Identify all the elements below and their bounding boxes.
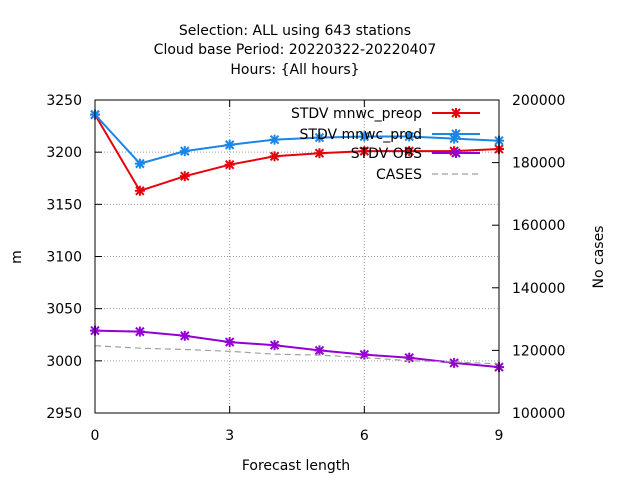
- series-line: [94, 114, 500, 192]
- legend-entry-stdv-mnwc-prod: STDV mnwc_prod: [300, 127, 480, 143]
- y-tick-label: 3000: [46, 354, 82, 370]
- data-point: [179, 330, 190, 341]
- legend-marker: [451, 129, 461, 139]
- data-point: [314, 148, 325, 159]
- data-point: [134, 185, 145, 196]
- data-point: [404, 131, 415, 142]
- series-line: [94, 345, 500, 365]
- data-point: [224, 337, 235, 348]
- grid: [95, 100, 499, 413]
- title-line-2: Cloud base Period: 20220322-20220407: [154, 42, 437, 58]
- series-layer: [90, 109, 504, 373]
- y2-tick-label: 200000: [512, 93, 565, 109]
- axes: 2950 3000 3050 3100 3150 3200 3250 0 3 6 9 100000 12…: [46, 93, 565, 444]
- data-point: [134, 158, 145, 169]
- series-stdv-obs: [90, 325, 504, 373]
- data-point: [179, 146, 190, 157]
- y-tick-label: 3200: [46, 145, 82, 161]
- series-line: [94, 329, 500, 369]
- data-point: [179, 171, 190, 182]
- legend-entry-cases: CASES: [376, 167, 480, 183]
- legend: STDV mnwc_preop STDV mnwc_prod STDV OBS CAS…: [291, 106, 480, 183]
- data-point: [359, 131, 370, 142]
- data-point: [314, 132, 325, 143]
- legend-label: STDV mnwc_preop: [291, 106, 422, 122]
- y-axis-label: m: [9, 250, 25, 264]
- legend-label: CASES: [376, 167, 422, 183]
- data-point: [314, 345, 325, 356]
- y-tick-label: 3150: [46, 197, 82, 213]
- y-tick-label: 3050: [46, 302, 82, 318]
- legend-marker: [451, 108, 461, 118]
- legend-label: STDV mnwc_prod: [300, 127, 422, 143]
- x-tick-label: 6: [360, 428, 369, 444]
- data-point: [269, 134, 280, 145]
- legend-label: STDV OBS: [351, 146, 422, 162]
- legend-entry-stdv-mnwc-preop: STDV mnwc_preop: [291, 106, 480, 122]
- title-line-3: Hours: {All hours}: [230, 62, 359, 78]
- y2-tick-label: 120000: [512, 343, 565, 359]
- y2-axis-label: No cases: [591, 226, 607, 289]
- data-point: [269, 151, 280, 162]
- y-tick-label: 3100: [46, 250, 82, 266]
- series-line: [94, 113, 500, 165]
- data-point: [359, 146, 370, 157]
- title-line-1: Selection: ALL using 643 stations: [179, 23, 411, 39]
- x-tick-label: 9: [495, 428, 504, 444]
- x-tick-label: 3: [225, 428, 234, 444]
- y2-tick-label: 100000: [512, 406, 565, 422]
- data-point: [224, 159, 235, 170]
- chart-title: Selection: ALL using 643 stations Cloud …: [154, 23, 437, 78]
- data-point: [134, 326, 145, 337]
- y-tick-label: 2950: [46, 406, 82, 422]
- legend-entry-stdv-obs: STDV OBS: [351, 146, 480, 162]
- x-axis-label: Forecast length: [242, 458, 350, 474]
- series-cases: [94, 345, 500, 365]
- y2-tick-label: 140000: [512, 281, 565, 297]
- y-tick-label: 3250: [46, 93, 82, 109]
- y2-tick-label: 160000: [512, 218, 565, 234]
- data-point: [269, 340, 280, 351]
- y2-tick-label: 180000: [512, 156, 565, 172]
- data-point: [224, 139, 235, 150]
- legend-marker: [451, 148, 461, 158]
- data-point: [449, 357, 460, 368]
- x-tick-label: 0: [91, 428, 100, 444]
- data-point: [404, 146, 415, 157]
